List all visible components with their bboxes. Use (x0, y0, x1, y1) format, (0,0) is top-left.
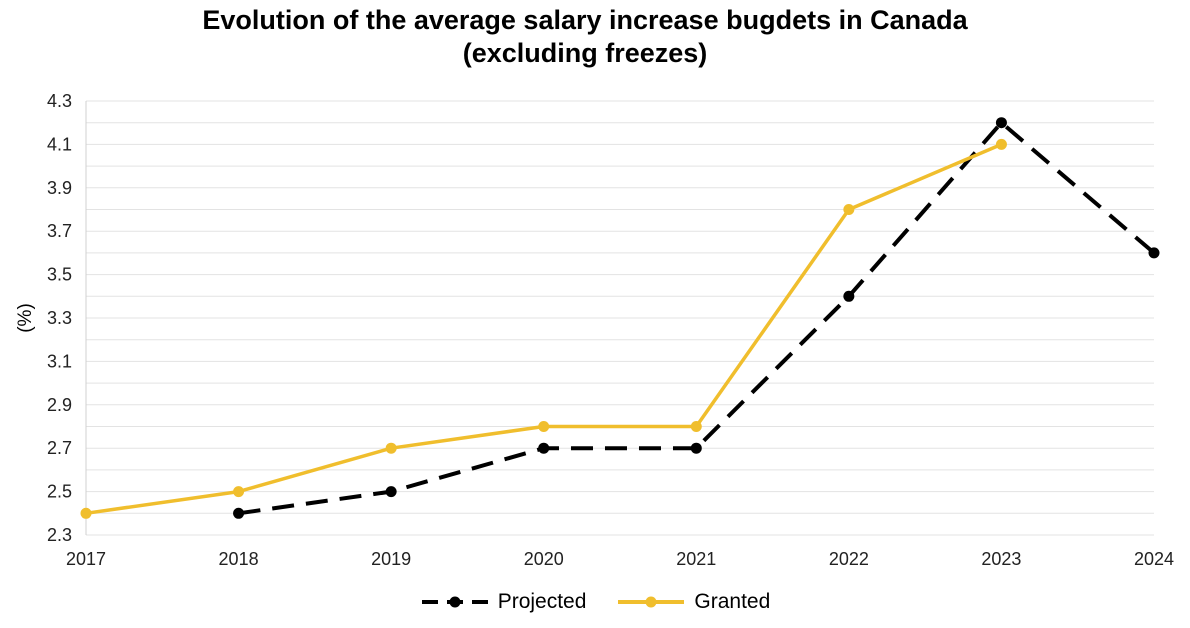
y-axis-label: (%) (15, 303, 36, 333)
legend: Projected Granted (0, 590, 1190, 614)
chart-title-line1: Evolution of the average salary increase… (202, 5, 968, 35)
y-tick-label: 3.3 (47, 308, 72, 328)
y-tick-label: 2.9 (47, 395, 72, 415)
x-tick-label: 2021 (676, 549, 716, 569)
y-tick-labels: 2.3 2.5 2.7 2.9 3.1 3.3 3.5 3.7 3.9 4.1 4.3 (47, 91, 72, 545)
data-point-projected (538, 442, 550, 454)
y-tick-label: 3.7 (47, 221, 72, 241)
x-tick-label: 2017 (66, 549, 106, 569)
data-point-projected (233, 507, 245, 519)
legend-label-projected: Projected (497, 590, 587, 613)
chart-title: Evolution of the average salary increase… (0, 4, 1170, 70)
series-granted (80, 138, 1007, 519)
y-tick-label: 2.3 (47, 525, 72, 545)
x-tick-label: 2018 (219, 549, 259, 569)
y-tick-label: 4.3 (47, 91, 72, 111)
y-tick-label: 3.5 (47, 265, 72, 285)
legend-label-granted: Granted (694, 590, 771, 613)
data-point-projected (1148, 247, 1160, 259)
x-tick-label: 2023 (981, 549, 1021, 569)
data-point-granted (843, 204, 855, 215)
chart-subtitle: (excluding freezes) (462, 38, 708, 68)
x-tick-label: 2022 (829, 549, 869, 569)
data-point-projected (995, 117, 1007, 129)
y-tick-label: 3.1 (47, 351, 72, 371)
legend-item-granted: Granted (616, 590, 770, 614)
legend-swatch-projected (421, 596, 488, 608)
series-line-granted (85, 142, 1003, 516)
x-tick-label: 2019 (371, 549, 411, 569)
data-point-granted (233, 486, 245, 498)
data-point-granted (80, 507, 92, 519)
data-point-granted (538, 421, 550, 432)
data-point-projected (690, 442, 702, 454)
y-tick-label: 3.9 (47, 178, 72, 198)
y-tick-label: 2.7 (47, 438, 72, 458)
series-projected (233, 117, 1160, 519)
data-point-granted (995, 138, 1007, 150)
data-point-projected (385, 486, 397, 498)
x-tick-labels: 2017 2018 2019 2020 2021 2022 2023 2024 (66, 549, 1174, 569)
series-lines (80, 117, 1160, 519)
y-tick-label: 4.1 (47, 134, 72, 154)
x-tick-label: 2020 (524, 549, 564, 569)
x-tick-label: 2024 (1134, 549, 1174, 569)
data-point-granted (690, 421, 702, 432)
y-tick-label: 2.5 (47, 482, 72, 502)
data-point-projected (843, 290, 855, 302)
data-point-granted (385, 442, 397, 454)
legend-item-projected: Projected (420, 590, 587, 614)
legend-swatch-granted (618, 596, 685, 608)
grid-lines (85, 100, 1154, 536)
